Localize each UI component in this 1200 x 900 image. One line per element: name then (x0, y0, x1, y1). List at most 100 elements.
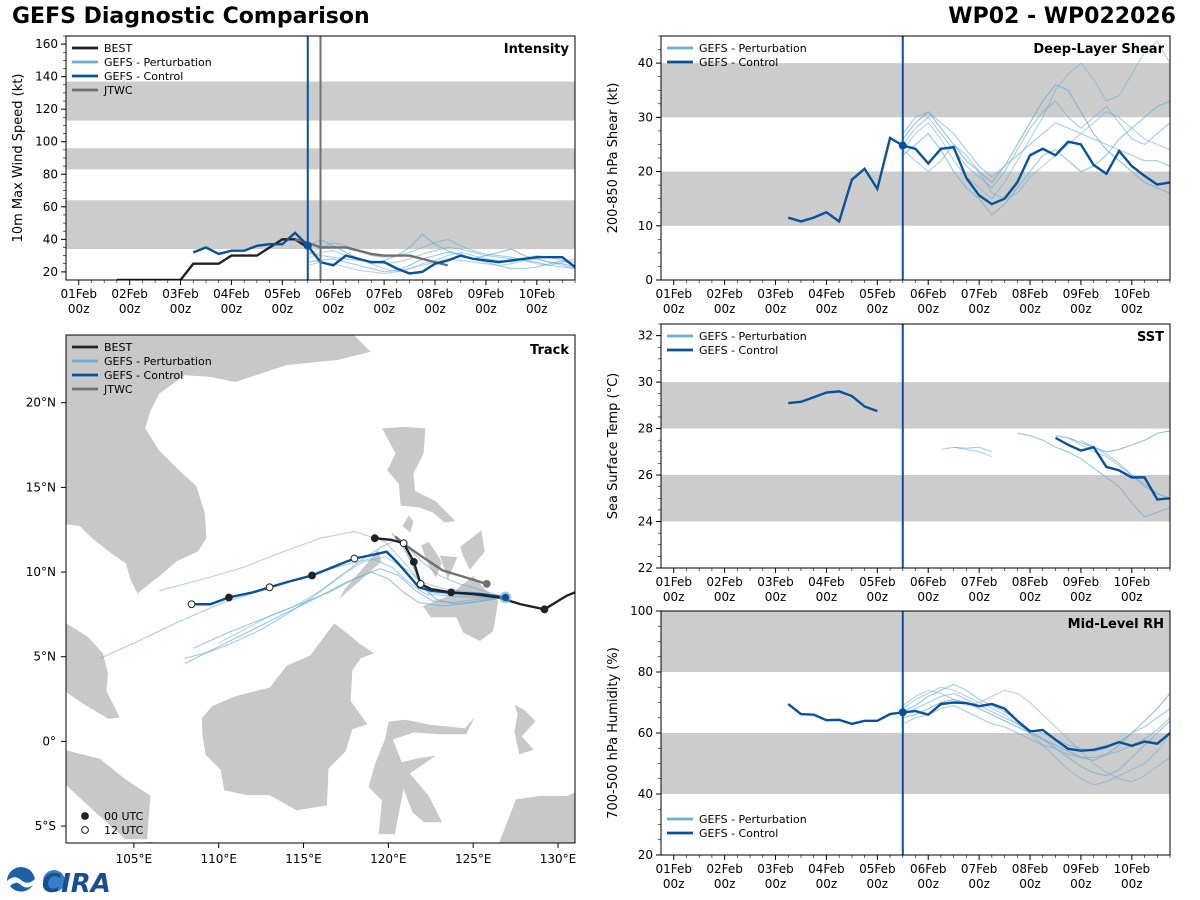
landmass (66, 622, 121, 720)
perturbation-track (391, 532, 506, 605)
perturbation-line (307, 251, 575, 273)
cira-globe-icon (43, 870, 65, 892)
x-tick-sublabel: 00z (170, 302, 192, 316)
legend-label: GEFS - Control (699, 56, 778, 69)
y-tick-label: 40 (638, 56, 653, 70)
map-area (66, 335, 575, 843)
lon-tick-label: 105°E (116, 852, 153, 866)
y-tick-label: 60 (638, 726, 653, 740)
x-tick-label: 01Feb (655, 575, 692, 589)
legend-label: GEFS - Control (699, 827, 778, 840)
y-tick-label: 10 (638, 219, 653, 233)
x-tick-label: 08Feb (1012, 287, 1049, 301)
x-tick-sublabel: 00z (968, 590, 990, 604)
lon-tick-label: 110°E (200, 852, 237, 866)
x-tick-sublabel: 00z (663, 590, 685, 604)
control-line (787, 701, 1170, 752)
legend-label: GEFS - Perturbation (104, 355, 212, 368)
control-time-marker (350, 554, 359, 563)
perturbation-track (99, 557, 506, 659)
y-tick-label: 120 (35, 102, 58, 116)
jtwc-time-marker (482, 580, 491, 588)
best-time-marker (399, 539, 408, 548)
panel-title: Track (530, 343, 569, 358)
x-tick-sublabel: 00z (1121, 302, 1143, 316)
y-tick-label: 40 (638, 787, 653, 801)
x-tick-label: 05Feb (859, 862, 896, 876)
panel-sst: 22242628303201Feb00z02Feb00z03Feb00z04Fe… (606, 323, 1171, 604)
perturbation-track (218, 556, 506, 644)
x-tick-sublabel: 00z (714, 877, 736, 891)
landmass (66, 335, 373, 595)
best-time-marker (540, 605, 549, 614)
y-tick-label: 80 (638, 665, 653, 679)
control-time-marker (187, 600, 196, 609)
best-time-marker (416, 580, 425, 588)
x-tick-label: 08Feb (1012, 575, 1049, 589)
x-tick-sublabel: 00z (424, 302, 446, 316)
perturbation-track (159, 530, 506, 599)
x-tick-label: 09Feb (1063, 287, 1100, 301)
x-tick-label: 02Feb (706, 287, 743, 301)
panel-rh: 2040608010001Feb00z02Feb00z03Feb00z04Feb… (606, 604, 1171, 891)
y-tick-label: 26 (638, 468, 653, 482)
legend-label: JTWC (103, 84, 133, 97)
panel-intensity: 2040608010012014016001Feb00z02Feb00z03Fe… (11, 35, 576, 316)
lon-tick-label: 120°E (370, 852, 407, 866)
x-tick-sublabel: 00z (1121, 590, 1143, 604)
perturbation-line (307, 258, 575, 275)
x-tick-label: 01Feb (655, 862, 692, 876)
x-tick-label: 01Feb (60, 287, 97, 301)
x-tick-label: 06Feb (315, 287, 352, 301)
x-tick-sublabel: 00z (917, 877, 939, 891)
time-legend-label: 12 UTC (104, 824, 144, 837)
perturbation-line (902, 689, 1170, 783)
x-tick-label: 04Feb (808, 287, 845, 301)
control-time-marker (308, 571, 316, 580)
y-tick-label: 40 (43, 232, 58, 246)
landmass (420, 541, 444, 580)
perturbation-track (193, 568, 506, 649)
y-tick-label: 140 (35, 70, 58, 84)
x-tick-label: 02Feb (111, 287, 148, 301)
perturbation-line (307, 246, 575, 270)
x-tick-sublabel: 00z (917, 590, 939, 604)
perturbation-line (902, 40, 1170, 200)
y-tick-label: 100 (35, 135, 58, 149)
plot-area (661, 382, 1170, 522)
y-axis-label: 10m Max Wind Speed (kt) (11, 74, 26, 243)
x-tick-label: 02Feb (706, 862, 743, 876)
x-tick-sublabel: 00z (1070, 590, 1092, 604)
perturbation-line (902, 84, 1170, 194)
legend-label: GEFS - Control (104, 70, 183, 83)
perturbation-line (902, 683, 1170, 777)
x-tick-label: 06Feb (910, 287, 947, 301)
y-axis-label: Sea Surface Temp (°C) (606, 373, 621, 520)
y-tick-label: 0 (645, 273, 653, 287)
y-tick-label: 20 (638, 848, 653, 862)
category-band (661, 475, 1170, 522)
y-tick-label: 20 (638, 165, 653, 179)
legend-label: GEFS - Perturbation (699, 330, 807, 343)
y-axis-label: 200-850 hPa Shear (kt) (606, 83, 621, 234)
x-tick-label: 05Feb (264, 287, 301, 301)
panel-title: Mid-Level RH (1068, 617, 1164, 632)
lat-tick-label: 5°S (35, 819, 56, 833)
y-tick-label: 30 (638, 375, 653, 389)
x-tick-sublabel: 00z (475, 302, 497, 316)
x-tick-sublabel: 00z (1070, 877, 1092, 891)
perturbation-line (1055, 430, 1170, 453)
x-tick-label: 07Feb (961, 862, 998, 876)
perturbation-line (940, 446, 993, 457)
x-tick-sublabel: 00z (816, 590, 838, 604)
time-legend-marker (81, 812, 89, 820)
x-tick-sublabel: 00z (663, 877, 685, 891)
x-tick-sublabel: 00z (714, 302, 736, 316)
control-time-marker (265, 583, 274, 592)
x-tick-label: 04Feb (213, 287, 250, 301)
x-tick-sublabel: 00z (867, 302, 889, 316)
cira-logo: CIRA (7, 867, 111, 898)
x-tick-label: 10Feb (1114, 575, 1151, 589)
legend-label: GEFS - Perturbation (699, 42, 807, 55)
